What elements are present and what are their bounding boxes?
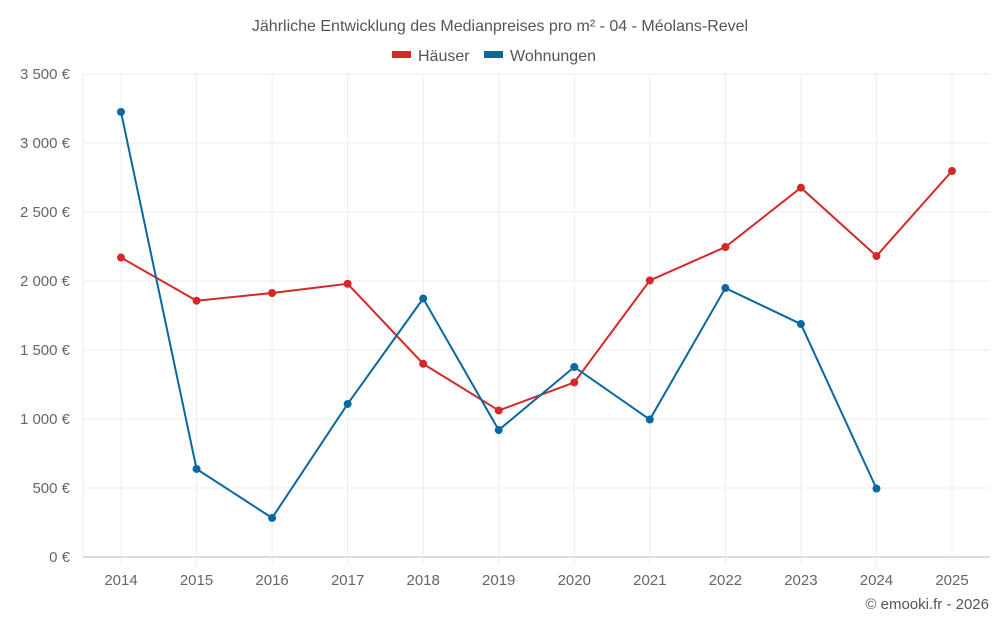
- data-point[interactable]: [796, 183, 805, 192]
- data-point[interactable]: [343, 279, 352, 288]
- data-point[interactable]: [570, 362, 579, 371]
- y-tick-label: 2 000 €: [20, 273, 71, 290]
- legend-swatch: [392, 51, 411, 58]
- data-point[interactable]: [343, 399, 352, 408]
- y-axis: 0 € 500 € 1 000 € 1 500 € 2 000 € 2 500 € 3 00…: [20, 66, 71, 566]
- data-point[interactable]: [494, 426, 503, 435]
- x-tick-label: 2025: [935, 572, 968, 589]
- data-point[interactable]: [645, 415, 654, 424]
- series-häuser: [117, 167, 956, 415]
- series-group: [117, 107, 956, 522]
- legend-label: Häuser: [418, 48, 470, 65]
- data-point[interactable]: [419, 294, 428, 303]
- legend: Häuser Wohnungen: [392, 48, 596, 65]
- data-point[interactable]: [796, 320, 805, 329]
- series-wohnungen: [117, 107, 881, 522]
- x-tick-label: 2020: [558, 572, 591, 589]
- y-tick-label: 1 500 €: [20, 342, 71, 359]
- y-tick-label: 0 €: [49, 549, 71, 566]
- x-tick-label: 2015: [180, 572, 213, 589]
- x-tick-label: 2024: [860, 572, 893, 589]
- x-tick-label: 2014: [104, 572, 137, 589]
- data-point[interactable]: [192, 296, 201, 305]
- data-point[interactable]: [192, 464, 201, 473]
- credit-text: © emooki.fr - 2026: [865, 596, 989, 613]
- data-point[interactable]: [494, 406, 503, 415]
- x-tick-label: 2022: [709, 572, 742, 589]
- data-point[interactable]: [721, 284, 730, 293]
- y-tick-label: 3 000 €: [20, 135, 71, 152]
- data-point[interactable]: [419, 359, 428, 368]
- y-tick-label: 1 000 €: [20, 411, 71, 428]
- x-tick-label: 2016: [255, 572, 288, 589]
- data-point[interactable]: [117, 107, 125, 116]
- y-tick-label: 500 €: [32, 480, 70, 497]
- data-point[interactable]: [645, 276, 654, 285]
- data-point[interactable]: [948, 167, 956, 176]
- legend-item-wohnungen[interactable]: Wohnungen: [484, 48, 596, 65]
- x-gridlines: [82, 74, 953, 565]
- x-tick-label: 2017: [331, 572, 364, 589]
- data-point[interactable]: [872, 252, 881, 261]
- data-point[interactable]: [721, 243, 730, 252]
- series-line: [120, 170, 953, 412]
- x-tick-label: 2021: [633, 572, 666, 589]
- x-tick-label: 2018: [406, 572, 439, 589]
- x-tick-label: 2023: [784, 572, 817, 589]
- legend-label: Wohnungen: [510, 48, 596, 65]
- chart-title: Jährliche Entwicklung des Medianpreises …: [252, 18, 748, 35]
- legend-swatch: [484, 51, 503, 58]
- x-axis: 2014 2015 2016 2017 2018 2019 2020 2021 2022 2023…: [104, 572, 968, 589]
- data-point[interactable]: [570, 378, 579, 387]
- y-tick-label: 2 500 €: [20, 204, 71, 221]
- data-point[interactable]: [117, 253, 125, 262]
- data-point[interactable]: [268, 289, 277, 298]
- y-gridlines: [83, 73, 990, 558]
- data-point[interactable]: [872, 484, 881, 493]
- y-tick-label: 3 500 €: [20, 66, 71, 83]
- legend-item-häuser[interactable]: Häuser: [392, 48, 470, 65]
- x-tick-label: 2019: [482, 572, 515, 589]
- data-point[interactable]: [268, 513, 277, 522]
